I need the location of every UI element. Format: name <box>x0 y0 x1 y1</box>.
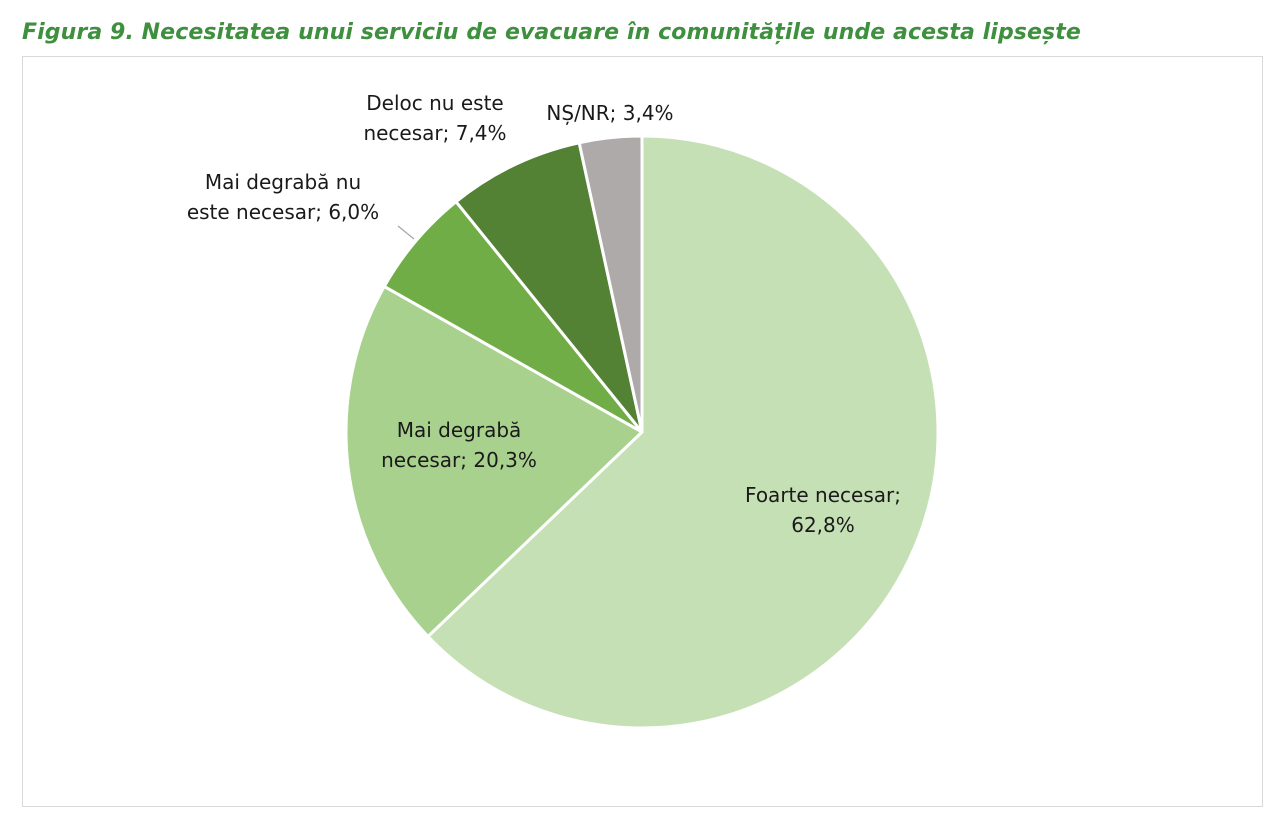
label-line: este necesar; 6,0% <box>186 200 380 224</box>
label-line: necesar; 7,4% <box>363 121 507 145</box>
slice-label-foarte-necesar: Foarte necesar; 62,8% <box>718 480 928 540</box>
figure-title: Figura 9. Necesitatea unui serviciu de e… <box>22 20 1081 45</box>
slice-label-deloc-nu-necesar: Deloc nu este necesar; 7,4% <box>340 88 530 148</box>
pie-slice-foarte-necesar <box>426 134 940 730</box>
slice-label-ns-nr: NȘ/NR; 3,4% <box>525 98 695 128</box>
label-line: 62,8% <box>791 513 855 537</box>
label-line: Deloc nu este <box>366 91 504 115</box>
pie-slice-nș-nr <box>577 134 644 434</box>
slice-label-mai-degraba-nu-necesar: Mai degrabă nu este necesar; 6,0% <box>158 167 408 227</box>
pie-slice-deloc-nu-este-necesar <box>454 141 644 434</box>
label-line: Mai degrabă <box>396 418 522 442</box>
leader-line <box>397 225 415 240</box>
pie-slice-mai-degrabă-necesar <box>344 284 644 638</box>
slice-label-mai-degraba-necesar: Mai degrabă necesar; 20,3% <box>350 415 568 475</box>
label-line: Mai degrabă nu <box>204 170 362 194</box>
label-line: Foarte necesar; <box>745 483 901 507</box>
label-line: necesar; 20,3% <box>381 448 537 472</box>
label-line: NȘ/NR; 3,4% <box>546 101 674 125</box>
